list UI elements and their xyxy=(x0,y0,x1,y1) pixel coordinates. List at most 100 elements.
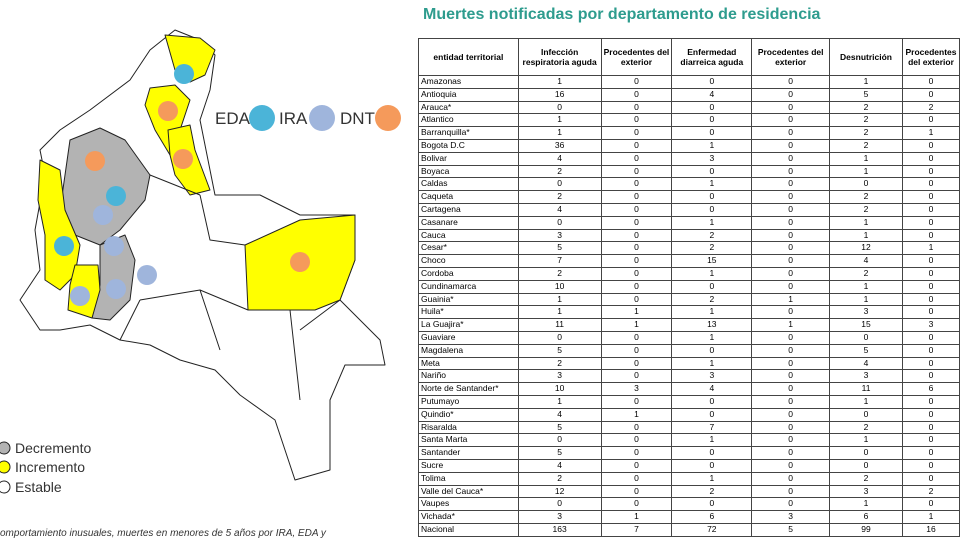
count-cell: 0 xyxy=(517,330,602,345)
count-cell: 1 xyxy=(829,75,903,89)
table-row: Santander 5 0 0 0 0 0 xyxy=(418,446,960,460)
count-cell: 0 xyxy=(901,215,960,230)
count-cell: 0 xyxy=(901,433,960,448)
table-body: Amazonas 1 0 0 0 1 0 Antioquia 16 0 4 0 5 0 Arauca* 0 0 0… xyxy=(418,75,960,537)
count-cell: 0 xyxy=(901,356,960,371)
count-cell: 1 xyxy=(600,305,673,320)
table-row: Amazonas 1 0 0 0 1 0 xyxy=(418,75,960,89)
entity-cell: Vichada* xyxy=(418,510,519,524)
count-cell: 0 xyxy=(600,75,673,89)
count-cell: 0 xyxy=(671,446,753,460)
dot-ira xyxy=(93,205,113,225)
count-cell: 3 xyxy=(671,151,753,166)
entity-cell: Arauca* xyxy=(418,100,519,115)
region-increase xyxy=(37,159,81,291)
count-cell: 1 xyxy=(829,497,903,512)
table-row: Casanare 0 0 1 0 1 0 xyxy=(418,215,960,230)
count-cell: 0 xyxy=(901,343,960,358)
count-cell: 0 xyxy=(751,100,831,115)
entity-cell: Boyaca xyxy=(418,164,519,179)
count-cell: 1 xyxy=(829,228,903,243)
legend-swatch xyxy=(0,460,11,474)
count-cell: 2 xyxy=(671,292,753,307)
map: EDA IRA DNT Decremento Incremento Establ… xyxy=(0,29,401,495)
count-cell: 0 xyxy=(517,177,602,192)
count-cell: 0 xyxy=(751,305,831,320)
count-cell: 1 xyxy=(517,394,602,409)
table-row: Magdalena 5 0 0 0 5 0 xyxy=(418,343,960,358)
count-cell: 0 xyxy=(901,190,960,204)
count-cell: 1 xyxy=(600,510,673,524)
count-cell: 0 xyxy=(751,279,831,294)
count-cell: 12 xyxy=(517,484,602,499)
entity-cell: Atlantico xyxy=(418,113,519,128)
count-cell: 163 xyxy=(517,522,602,537)
count-cell: 1 xyxy=(600,407,673,422)
dot-legend-label: IRA xyxy=(279,109,308,128)
entity-cell: Tolima xyxy=(418,471,519,486)
count-cell: 0 xyxy=(600,254,673,268)
entity-cell: Quindio* xyxy=(418,407,519,422)
count-cell: 0 xyxy=(600,266,673,281)
count-cell: 0 xyxy=(671,279,753,294)
count-cell: 0 xyxy=(600,215,673,230)
count-cell: 0 xyxy=(901,87,960,102)
count-cell: 0 xyxy=(901,292,960,307)
count-cell: 0 xyxy=(751,177,831,192)
count-cell: 3 xyxy=(517,228,602,243)
header-cell: Infección respiratoria aguda xyxy=(517,38,602,76)
count-cell: 15 xyxy=(829,318,903,332)
count-cell: 0 xyxy=(751,138,831,153)
count-cell: 11 xyxy=(517,318,602,332)
count-cell: 0 xyxy=(671,394,753,409)
dot-eda xyxy=(54,236,74,256)
count-cell: 0 xyxy=(671,458,753,473)
count-cell: 5 xyxy=(517,343,602,358)
entity-cell: Vaupes xyxy=(418,497,519,512)
entity-cell: Santa Marta xyxy=(418,433,519,448)
count-cell: 1 xyxy=(517,113,602,128)
count-cell: 2 xyxy=(671,484,753,499)
count-cell: 1 xyxy=(829,394,903,409)
count-cell: 1 xyxy=(671,177,753,192)
count-cell: 6 xyxy=(901,382,960,396)
entity-cell: Bolivar xyxy=(418,151,519,166)
count-cell: 2 xyxy=(517,164,602,179)
count-cell: 0 xyxy=(901,254,960,268)
count-cell: 2 xyxy=(829,138,903,153)
count-cell: 4 xyxy=(671,382,753,396)
count-cell: 1 xyxy=(829,279,903,294)
count-cell: 0 xyxy=(517,215,602,230)
dot-legend-ira xyxy=(309,105,335,131)
legend-label: Incremento xyxy=(15,459,85,475)
count-cell: 0 xyxy=(901,228,960,243)
entity-cell: Caqueta xyxy=(418,190,519,204)
count-cell: 0 xyxy=(671,164,753,179)
count-cell: 5 xyxy=(829,87,903,102)
count-cell: 0 xyxy=(600,497,673,512)
count-cell: 1 xyxy=(671,138,753,153)
entity-cell: Meta xyxy=(418,356,519,371)
table-row: Putumayo 1 0 0 0 1 0 xyxy=(418,394,960,409)
legend-swatch xyxy=(0,480,11,494)
count-cell: 0 xyxy=(600,369,673,384)
count-cell: 3 xyxy=(600,382,673,396)
entity-cell: Cartagena xyxy=(418,202,519,217)
dot-eda xyxy=(106,186,126,206)
count-cell: 2 xyxy=(901,484,960,499)
count-cell: 0 xyxy=(671,100,753,115)
count-cell: 1 xyxy=(671,330,753,345)
count-cell: 1 xyxy=(829,292,903,307)
count-cell: 1 xyxy=(517,75,602,89)
count-cell: 16 xyxy=(517,87,602,102)
dot-dnt xyxy=(85,151,105,171)
entity-cell: Sucre xyxy=(418,458,519,473)
entity-cell: Bogota D.C xyxy=(418,138,519,153)
count-cell: 0 xyxy=(600,458,673,473)
count-cell: 0 xyxy=(600,433,673,448)
entity-cell: Cesar* xyxy=(418,241,519,256)
count-cell: 0 xyxy=(829,407,903,422)
count-cell: 0 xyxy=(600,484,673,499)
count-cell: 3 xyxy=(829,305,903,320)
table-row: Cundinamarca 10 0 0 0 1 0 xyxy=(418,279,960,294)
